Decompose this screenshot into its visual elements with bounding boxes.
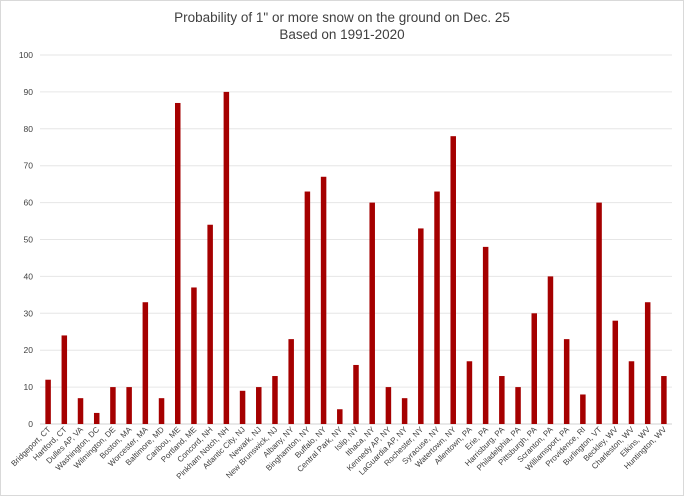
bar bbox=[207, 224, 213, 424]
bar bbox=[434, 191, 440, 424]
bar bbox=[239, 390, 246, 424]
bar bbox=[661, 376, 667, 424]
bar bbox=[580, 394, 586, 424]
bar bbox=[385, 387, 392, 424]
bar bbox=[418, 228, 424, 424]
y-tick-label: 70 bbox=[24, 161, 34, 171]
bar bbox=[353, 364, 359, 424]
bar bbox=[272, 376, 278, 424]
y-tick-label: 50 bbox=[24, 235, 34, 245]
bar bbox=[644, 302, 651, 424]
y-tick-label: 10 bbox=[24, 382, 34, 392]
y-tick-label: 20 bbox=[24, 345, 34, 355]
bar bbox=[596, 202, 602, 424]
bar bbox=[45, 379, 51, 424]
bar bbox=[547, 276, 554, 424]
y-tick-label: 80 bbox=[24, 124, 34, 134]
bar bbox=[126, 387, 132, 424]
bar bbox=[288, 339, 294, 424]
bar bbox=[174, 102, 181, 424]
bar bbox=[531, 313, 538, 424]
bar bbox=[628, 361, 635, 424]
bar bbox=[563, 339, 570, 424]
y-tick-label: 90 bbox=[24, 87, 34, 97]
y-tick-label: 40 bbox=[24, 271, 34, 281]
bar bbox=[191, 287, 197, 424]
bar bbox=[337, 409, 343, 424]
bar bbox=[223, 91, 230, 425]
y-tick-label: 30 bbox=[24, 308, 34, 318]
bar bbox=[515, 387, 521, 424]
bar bbox=[482, 246, 489, 424]
bar bbox=[110, 387, 116, 424]
y-tick-label: 60 bbox=[24, 198, 34, 208]
bar bbox=[256, 387, 262, 424]
chart-title: Probability of 1" or more snow on the gr… bbox=[174, 10, 510, 25]
bar bbox=[61, 335, 68, 424]
bar bbox=[93, 412, 100, 424]
y-tick-label: 100 bbox=[19, 50, 33, 60]
chart-subtitle: Based on 1991-2020 bbox=[279, 27, 404, 42]
y-tick-label: 0 bbox=[28, 419, 33, 429]
bar bbox=[499, 376, 505, 424]
bar bbox=[450, 136, 456, 424]
bar bbox=[369, 202, 375, 424]
bar bbox=[466, 361, 473, 424]
bar bbox=[142, 302, 149, 424]
y-axis-ticks: 0 10 20 30 40 50 60 70 80 90 100 bbox=[19, 50, 33, 429]
bar bbox=[304, 191, 311, 424]
bar bbox=[77, 398, 84, 424]
bars bbox=[45, 91, 667, 425]
bar bbox=[612, 320, 619, 424]
bar bbox=[401, 398, 408, 424]
bar bbox=[320, 176, 327, 424]
bar bbox=[158, 398, 165, 424]
